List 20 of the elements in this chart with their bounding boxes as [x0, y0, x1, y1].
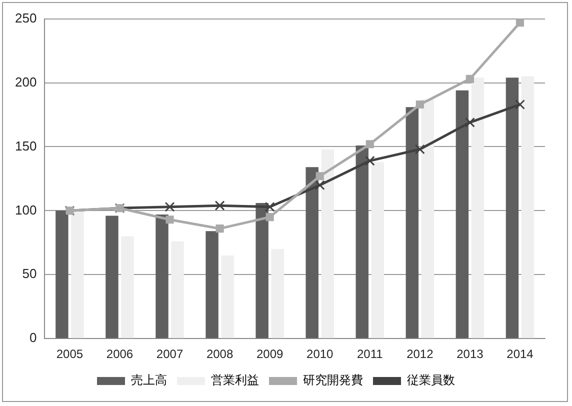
x-tick-label: 2012	[406, 347, 434, 362]
legend-label: 営業利益	[211, 373, 259, 388]
y-tick-label: 150	[14, 138, 37, 154]
x-tick-label: 2006	[106, 347, 134, 362]
legend-label: 売上高	[131, 373, 167, 388]
x-tick-label: 2008	[206, 347, 234, 362]
y-tick-label: 250	[14, 10, 37, 26]
y-tick-label: 0	[29, 330, 37, 346]
y-tick-label: 100	[14, 202, 37, 218]
x-tick-label: 2014	[506, 347, 534, 362]
y-tick-label: 50	[22, 266, 37, 282]
x-tick-label: 2009	[256, 347, 284, 362]
x-tick-label: 2007	[156, 347, 184, 362]
x-tick-label: 2011	[356, 347, 384, 362]
x-tick-label: 2005	[56, 347, 84, 362]
x-tick-label: 2010	[306, 347, 334, 362]
y-tick-label: 200	[14, 74, 37, 90]
legend-label: 従業員数	[407, 373, 455, 388]
x-tick-label: 2013	[456, 347, 484, 362]
legend-label: 研究開発費	[303, 373, 363, 388]
